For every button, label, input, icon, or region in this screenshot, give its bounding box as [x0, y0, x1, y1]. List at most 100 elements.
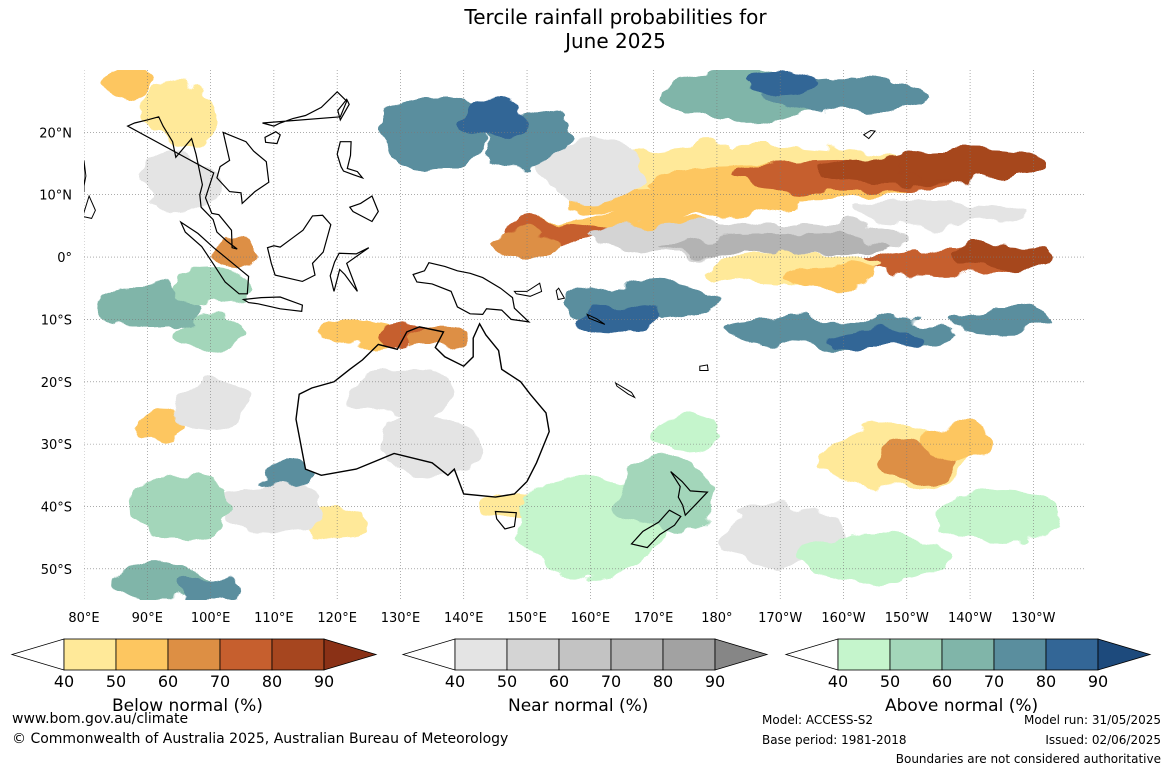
mainland-southeast-asia-coast	[126, 116, 238, 250]
colorbar-segment	[941, 638, 995, 671]
colorbar-tick-label: 90	[314, 672, 334, 691]
colorbar-tick-label: 50	[106, 672, 126, 691]
colorbar-lower-extension	[10, 638, 65, 671]
colorbar-segment	[610, 638, 664, 671]
colorbar-lower-extension	[784, 638, 839, 671]
probability-region	[140, 151, 217, 214]
colorbar-tick-label: 40	[445, 672, 465, 691]
colorbar-tick-label: 70	[601, 672, 621, 691]
new-zealand-north-coast	[670, 471, 709, 517]
map-area: 80°E 90°E 100°E 110°E 120°E 130°E 140°E 150°E 16…	[39, 70, 1084, 626]
probability-region	[951, 244, 1053, 270]
axis-tick-labels: 80°E 90°E 100°E 110°E 120°E 130°E 140°E 150°E 16…	[39, 126, 1055, 626]
colorbar-tick-label: 60	[932, 672, 952, 691]
south-china-coast	[262, 90, 348, 127]
longitude-label: 170°W	[758, 611, 802, 626]
colorbar-tick-label: 50	[497, 672, 517, 691]
probability-region	[210, 232, 262, 270]
latitude-label: 10°S	[41, 313, 72, 328]
longitude-label: 90°E	[132, 611, 163, 626]
sri-lanka-coast	[84, 194, 96, 219]
longitude-label: 160°W	[821, 611, 865, 626]
hainan-coast	[264, 130, 281, 145]
java-coast	[241, 296, 304, 312]
probability-region	[571, 185, 800, 217]
colorbar-tick-label: 80	[262, 672, 282, 691]
probability-region	[799, 531, 952, 582]
colorbar-tick-label: 70	[210, 672, 230, 691]
colorbar-segment	[558, 638, 612, 671]
latitude-label: 0°	[57, 251, 72, 266]
colorbar-tick-label: 60	[158, 672, 178, 691]
below-colorbar: 40 50 60 70 80 90	[10, 638, 378, 691]
probability-region	[938, 494, 1066, 544]
colorbar-segment	[662, 638, 716, 671]
probability-region	[128, 475, 230, 538]
probability-region	[653, 412, 717, 451]
new-guinea-coast	[412, 262, 531, 323]
mindanao-coast	[348, 195, 379, 223]
probability-region	[849, 200, 1028, 226]
longitude-label: 100°E	[191, 611, 231, 626]
fiji-coast	[699, 364, 709, 371]
base-period-text: Base period: 1981-2018	[762, 733, 907, 747]
longitude-label: 140°W	[948, 611, 992, 626]
above-colorbar: 40 50 60 70 80 90	[784, 638, 1152, 691]
colorbar-segment	[993, 638, 1047, 671]
probability-region	[172, 575, 249, 600]
near-normal-label: Near normal (%)	[508, 696, 649, 716]
longitude-label: 80°E	[68, 611, 99, 626]
copyright-text: © Commonwealth of Australia 2025, Austra…	[12, 731, 509, 747]
probability-region	[615, 456, 717, 532]
india-east-coast	[84, 160, 87, 193]
colorbar-segment	[506, 638, 560, 671]
colorbar-segment	[167, 638, 221, 671]
colorbar-upper-extension	[323, 638, 378, 671]
sumatra-coast	[179, 220, 250, 295]
probability-region	[102, 70, 154, 102]
colorbar-tick-label: 70	[984, 672, 1004, 691]
colorbar-segment	[1045, 638, 1099, 671]
longitude-label: 160°E	[571, 611, 611, 626]
colorbar-tick-label: 80	[653, 672, 673, 691]
probability-region	[140, 82, 217, 145]
latitude-label: 30°S	[41, 438, 72, 453]
probability-region	[261, 462, 312, 488]
new-britain-coast	[513, 282, 543, 297]
colorbar-tick-label: 50	[880, 672, 900, 691]
title-line-1: Tercile rainfall probabilities for	[464, 5, 767, 29]
new-zealand-south-coast	[630, 509, 682, 549]
probability-region	[824, 325, 926, 351]
taiwan-coast	[337, 98, 350, 122]
colorbar-tick-label: 90	[705, 672, 725, 691]
disclaimer-text: Boundaries are not considered authoritat…	[895, 752, 1161, 766]
colorbar-segment	[63, 638, 117, 671]
near-colorbar: 40 50 60 70 80 90	[401, 638, 769, 691]
luzon-coast	[336, 141, 365, 180]
colorbar-segment	[115, 638, 169, 671]
probability-region	[780, 264, 882, 287]
colorbar-tick-label: 60	[549, 672, 569, 691]
longitude-label: 150°E	[507, 611, 547, 626]
tasmania-coast	[494, 510, 517, 530]
colorbar-segment	[271, 638, 325, 671]
longitude-label: 180°	[701, 611, 732, 626]
indochina-coast	[216, 131, 270, 205]
issued-text: Issued: 02/06/2025	[1045, 733, 1161, 747]
sulawesi-coast	[329, 247, 370, 292]
colorbars: 40 50 60 70 80 90 40 50 60 70 80 90 40 50 60 70 80 90	[10, 638, 1152, 691]
probability-region	[951, 306, 1053, 332]
australia-coast	[295, 322, 550, 498]
probability-region	[96, 288, 198, 326]
chart-title: Tercile rainfall probabilities for June …	[0, 5, 1173, 53]
bougainville-coast	[555, 287, 566, 301]
coastlines	[84, 90, 877, 549]
latitude-label: 40°S	[41, 500, 72, 515]
colorbar-tick-label: 40	[828, 672, 848, 691]
hawaii-coast	[862, 129, 877, 140]
colorbar-segment	[837, 638, 891, 671]
new-caledonia-coast	[614, 381, 636, 399]
longitude-label: 110°E	[254, 611, 294, 626]
probability-region	[406, 325, 471, 351]
